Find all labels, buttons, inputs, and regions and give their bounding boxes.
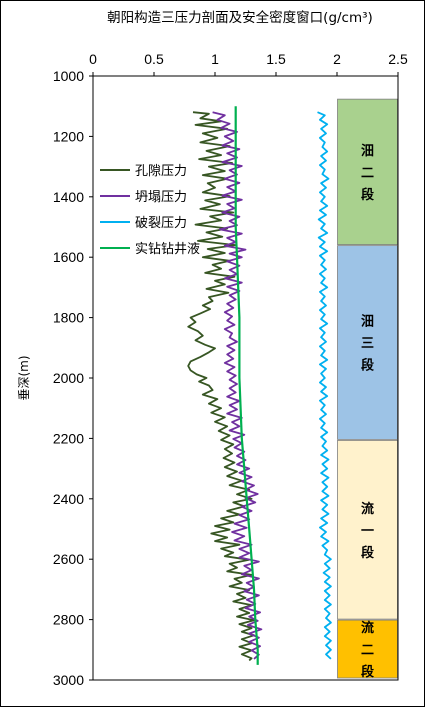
y-axis-label: 垂深(m) bbox=[17, 355, 31, 400]
x-tick-label-3: 1.5 bbox=[266, 51, 286, 67]
series-line-2 bbox=[317, 111, 332, 660]
legend-label-3: 实钻钻井液 bbox=[135, 242, 200, 257]
zone-label-2-char-1: 一 bbox=[361, 524, 374, 539]
legend-label-0: 孔隙压力 bbox=[135, 164, 187, 179]
legend-label-1: 坍塌压力 bbox=[135, 190, 187, 205]
zone-label-1-char-0: 沺 bbox=[361, 314, 374, 330]
legend-label-2: 破裂压力 bbox=[135, 216, 187, 231]
zone-block-0 bbox=[337, 98, 398, 246]
y-tick-label-8: 2600 bbox=[53, 551, 84, 567]
y-tick-label-2: 1400 bbox=[53, 189, 84, 205]
zone-label-2-char-2: 段 bbox=[361, 545, 374, 561]
x-tick-label-0: 0 bbox=[89, 51, 97, 67]
y-tick-label-6: 2200 bbox=[53, 430, 84, 446]
zone-label-3-char-1: 二 bbox=[361, 643, 374, 658]
zone-label-0-char-2: 段 bbox=[361, 187, 374, 203]
x-tick-label-2: 1 bbox=[211, 51, 219, 67]
y-tick-label-7: 2400 bbox=[53, 491, 84, 507]
zone-label-2-char-0: 流 bbox=[361, 501, 374, 517]
y-tick-label-0: 1000 bbox=[53, 68, 84, 84]
zone-label-0-char-1: 二 bbox=[361, 166, 374, 181]
zone-block-3 bbox=[337, 619, 398, 679]
y-tick-label-5: 2000 bbox=[53, 370, 84, 386]
chart-title: 朝阳构造三压力剖面及安全密度窗口(g/cm³) bbox=[107, 9, 373, 26]
y-tick-label-9: 2800 bbox=[53, 612, 84, 628]
x-tick-label-1: 0.5 bbox=[144, 51, 164, 67]
zone-label-3-char-2: 段 bbox=[361, 664, 374, 680]
series-line-1 bbox=[212, 111, 263, 660]
zone-block-1 bbox=[337, 245, 398, 440]
series-line-3 bbox=[234, 106, 259, 665]
y-tick-label-10: 3000 bbox=[53, 672, 84, 688]
series-line-0 bbox=[187, 111, 255, 662]
x-tick-label-5: 2.5 bbox=[388, 51, 408, 67]
y-tick-label-1: 1200 bbox=[53, 128, 84, 144]
zone-label-1-char-2: 段 bbox=[361, 358, 374, 374]
x-tick-label-4: 2 bbox=[333, 51, 341, 67]
zone-label-0-char-0: 沺 bbox=[361, 143, 374, 159]
zone-label-1-char-1: 三 bbox=[361, 337, 374, 352]
zone-label-3-char-0: 流 bbox=[361, 620, 374, 636]
y-tick-label-3: 1600 bbox=[53, 249, 84, 265]
y-tick-label-4: 1800 bbox=[53, 310, 84, 326]
